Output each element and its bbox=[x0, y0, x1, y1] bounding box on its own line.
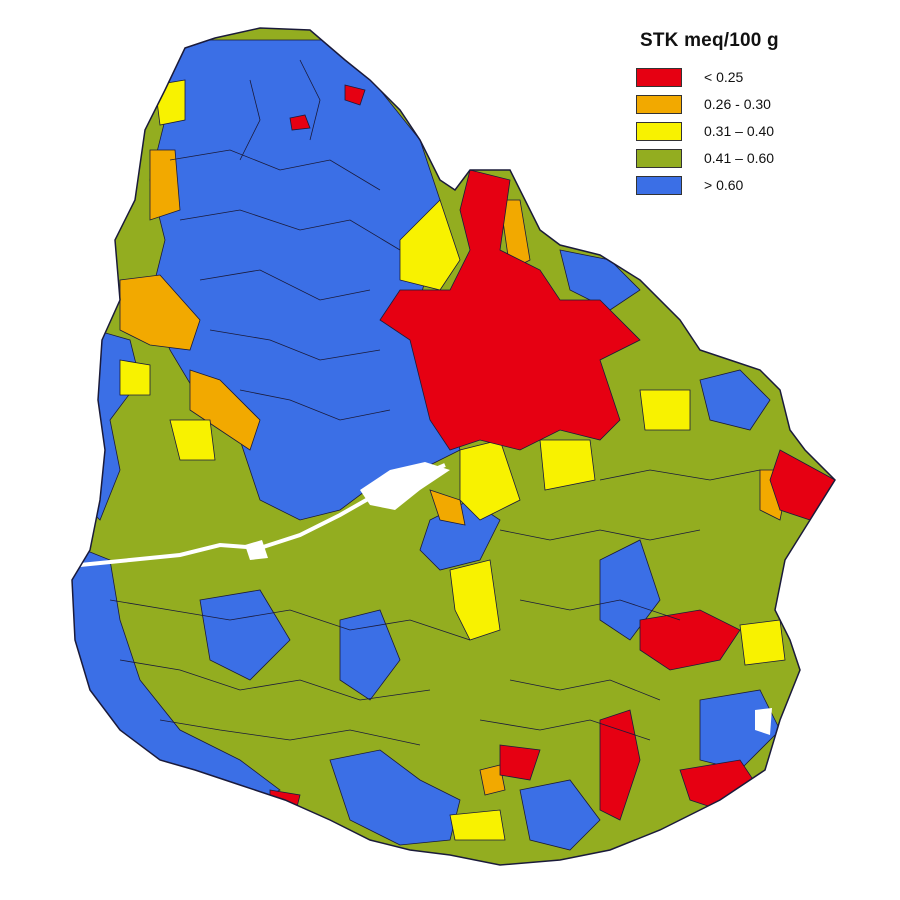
region-east-blue-2 bbox=[699, 369, 771, 431]
region-central-yellow-2 bbox=[539, 439, 596, 491]
legend-item-gt-060: > 0.60 bbox=[636, 176, 836, 198]
lagoon-southeast bbox=[755, 708, 772, 735]
region-northeast-orange bbox=[499, 199, 531, 271]
region-central-orange bbox=[429, 489, 466, 526]
soil-unit-boundary bbox=[169, 149, 381, 191]
region-southeast-red-2 bbox=[599, 709, 641, 821]
legend-label: > 0.60 bbox=[704, 177, 744, 193]
class-031-040-regions bbox=[119, 79, 786, 841]
soil-unit-boundary bbox=[479, 719, 651, 741]
soil-unit-boundary bbox=[299, 59, 321, 141]
soil-unit-boundary bbox=[159, 719, 421, 746]
region-east-red bbox=[769, 449, 835, 521]
region-southeast-red-1 bbox=[639, 609, 741, 671]
legend-item-031-040: 0.31 – 0.40 bbox=[636, 122, 836, 144]
soil-unit-boundary bbox=[509, 679, 661, 701]
legend-swatch bbox=[636, 149, 682, 168]
region-west-orange-1 bbox=[119, 274, 201, 351]
soil-unit-boundary bbox=[209, 329, 381, 361]
reservoir bbox=[360, 462, 450, 510]
region-west-yellow-1 bbox=[119, 359, 151, 396]
legend-swatch bbox=[636, 68, 682, 87]
region-northeast-blue bbox=[559, 249, 641, 311]
region-northwest-orange bbox=[149, 149, 181, 221]
region-northeast-red-main bbox=[379, 169, 641, 451]
soil-unit-boundary bbox=[599, 469, 761, 481]
legend-item-026-030: 0.26 - 0.30 bbox=[636, 95, 836, 117]
region-northeast-red-edge bbox=[344, 84, 366, 106]
region-east-yellow-2 bbox=[739, 619, 786, 666]
legend-title: STK meq/100 g bbox=[640, 30, 779, 51]
soil-unit-boundary bbox=[519, 599, 681, 621]
soil-unit-boundary bbox=[199, 269, 371, 301]
soil-unit-boundary bbox=[179, 209, 401, 251]
soil-unit-boundary bbox=[239, 389, 391, 421]
region-south-blue-2 bbox=[519, 779, 601, 851]
soil-unit-boundaries bbox=[109, 59, 761, 746]
reservoir-small bbox=[245, 540, 268, 560]
region-north-yellow bbox=[399, 199, 461, 291]
country-outline bbox=[71, 27, 836, 866]
region-west-yellow-2 bbox=[169, 419, 216, 461]
legend-label: < 0.25 bbox=[704, 69, 744, 85]
region-south-red bbox=[499, 744, 541, 781]
region-east-yellow-1 bbox=[639, 389, 691, 431]
soil-unit-boundary bbox=[499, 529, 701, 541]
legend-item-lt-025: < 0.25 bbox=[636, 68, 836, 90]
region-central-yellow-3 bbox=[449, 559, 501, 641]
soil-unit-boundary bbox=[119, 659, 431, 701]
legend-label: 0.26 - 0.30 bbox=[704, 96, 771, 112]
soil-unit-boundary bbox=[239, 79, 261, 161]
region-central-blue-2 bbox=[199, 589, 291, 681]
region-south-yellow bbox=[449, 809, 506, 841]
legend-swatch bbox=[636, 176, 682, 195]
region-central-blue-3 bbox=[339, 609, 401, 701]
legend-swatch bbox=[636, 122, 682, 141]
region-south-orange bbox=[479, 764, 506, 796]
legend-swatch bbox=[636, 95, 682, 114]
region-west-orange-2 bbox=[189, 369, 261, 451]
soil-unit-boundary bbox=[109, 599, 471, 641]
legend-label: 0.41 – 0.60 bbox=[704, 150, 775, 166]
class-lt-025-regions bbox=[269, 84, 835, 821]
legend-label: 0.31 – 0.40 bbox=[704, 123, 775, 139]
region-north-red-spot bbox=[289, 114, 311, 131]
legend-item-041-060: 0.41 – 0.60 bbox=[636, 149, 836, 171]
